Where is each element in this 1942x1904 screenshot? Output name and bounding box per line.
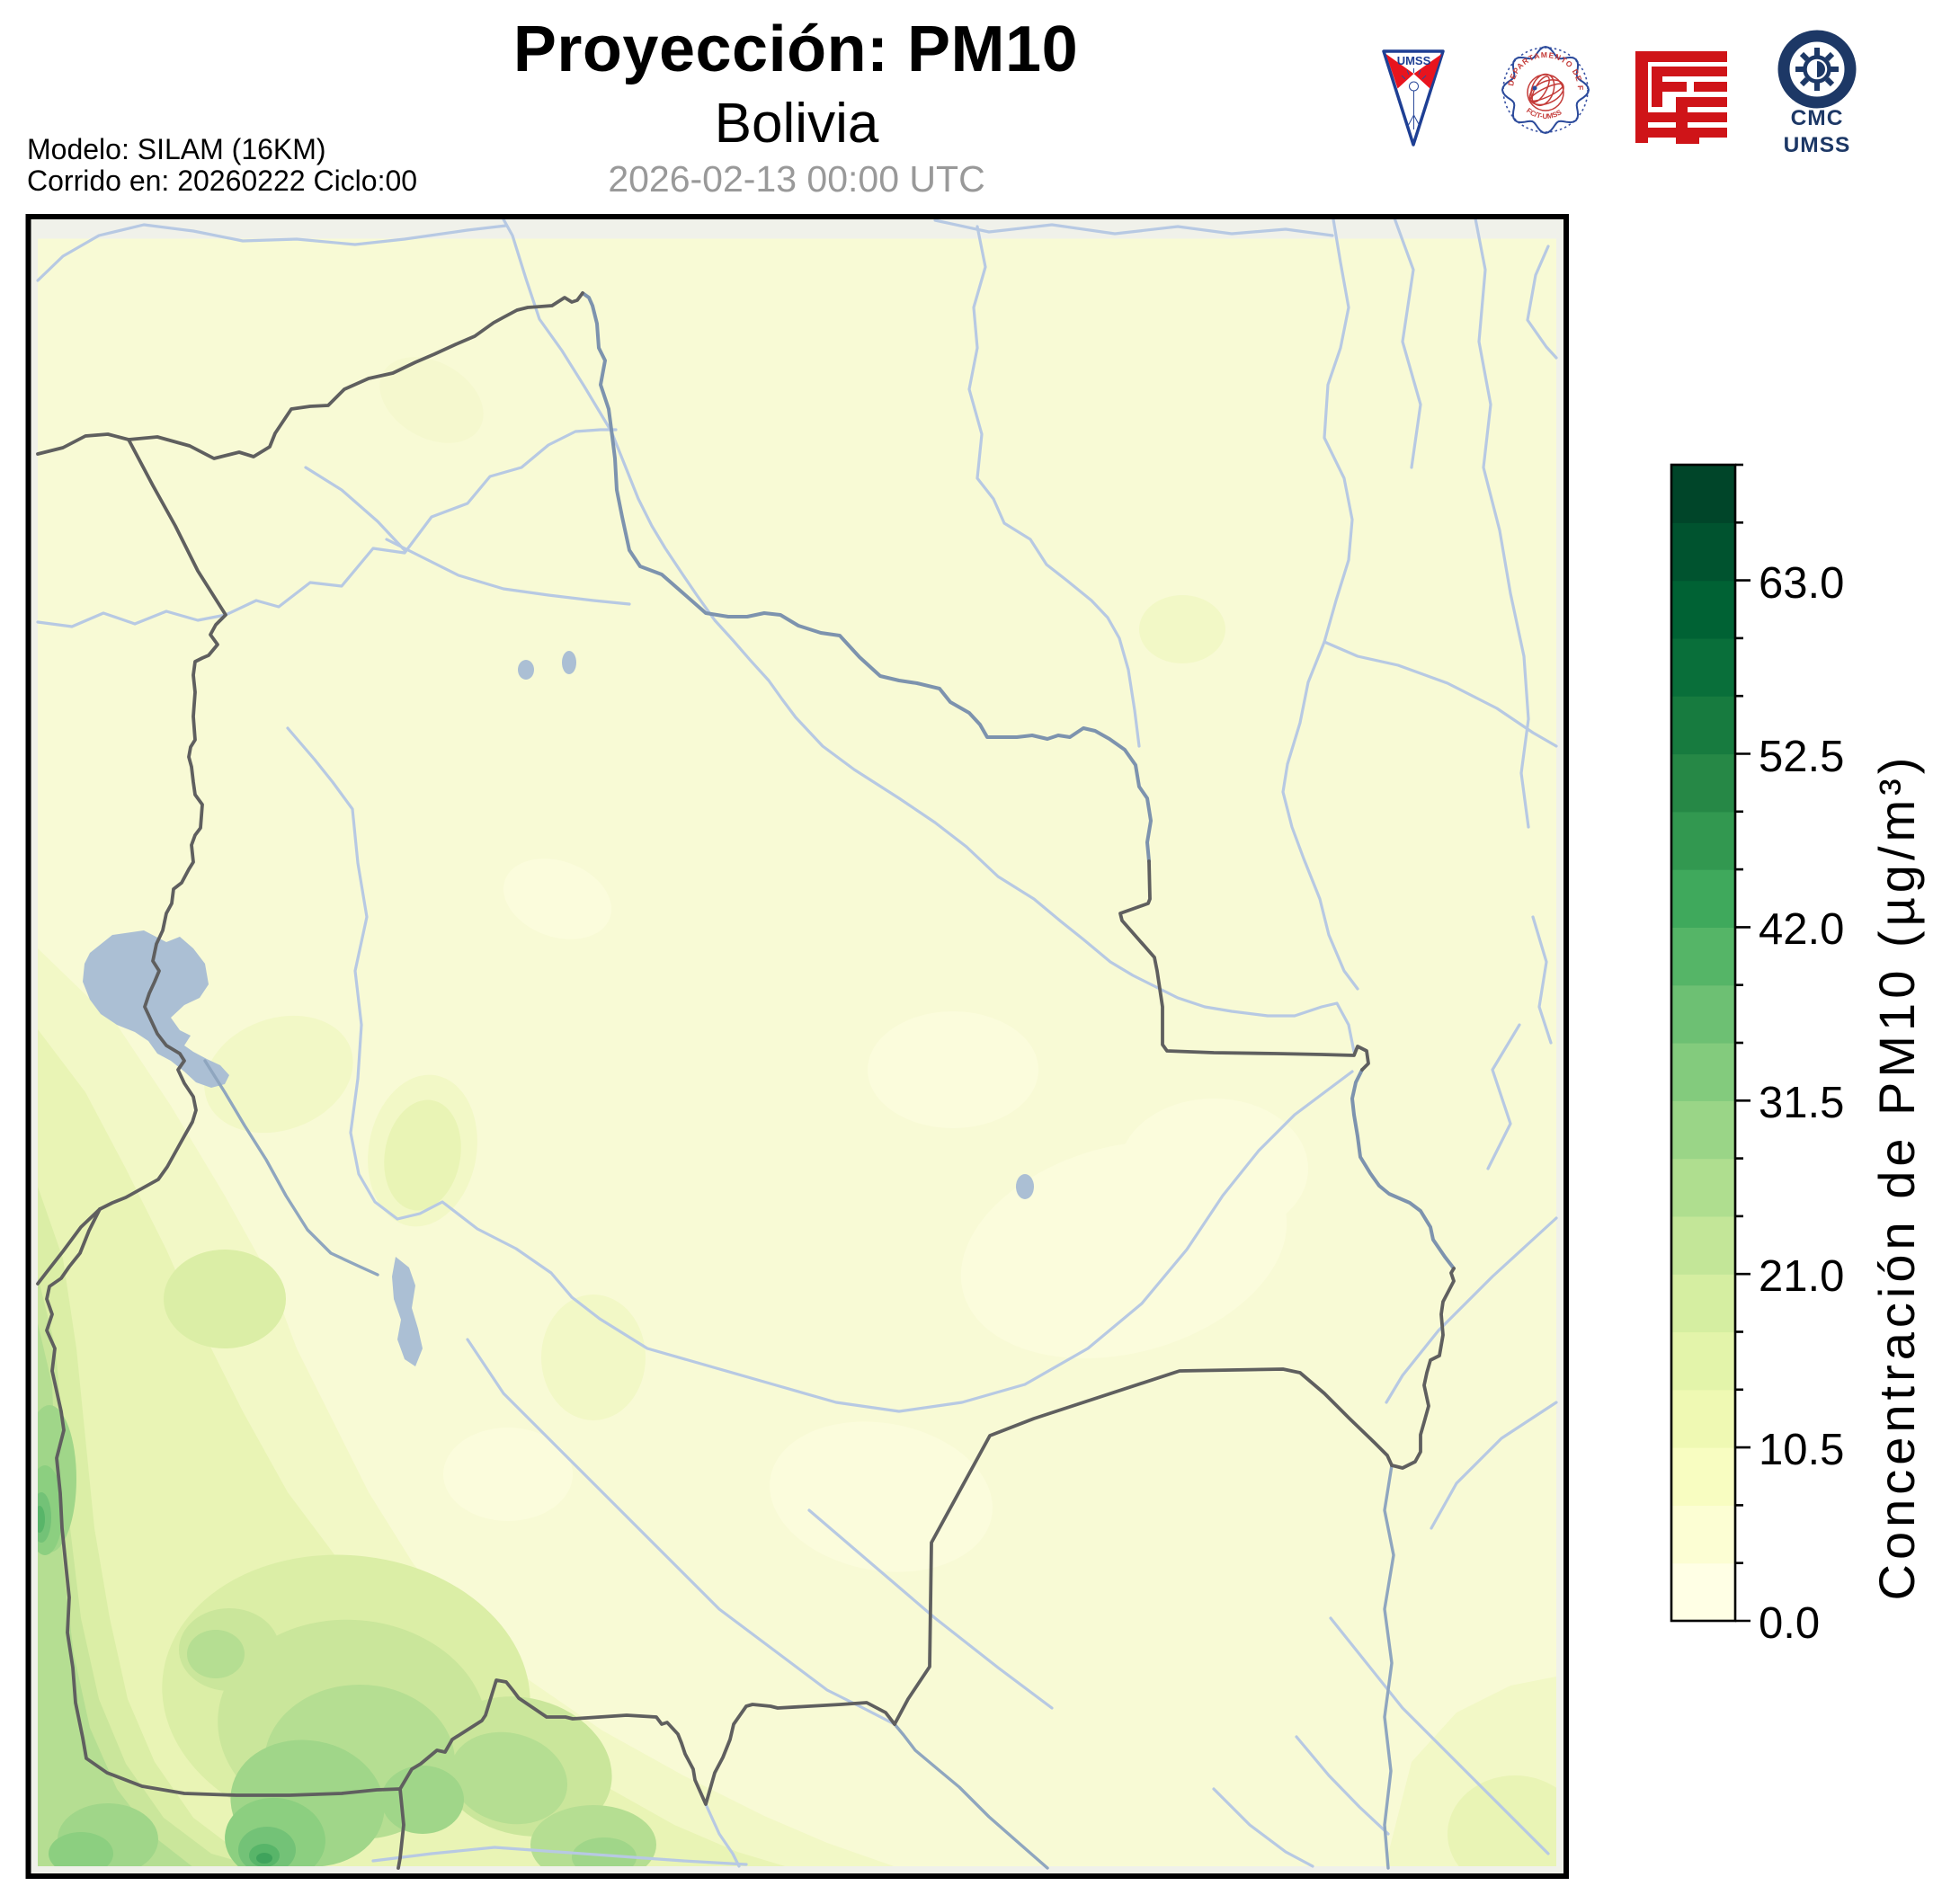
svg-text:FC/T-UMSS: FC/T-UMSS — [1525, 106, 1563, 120]
svg-text:UMSS: UMSS — [1397, 54, 1431, 67]
